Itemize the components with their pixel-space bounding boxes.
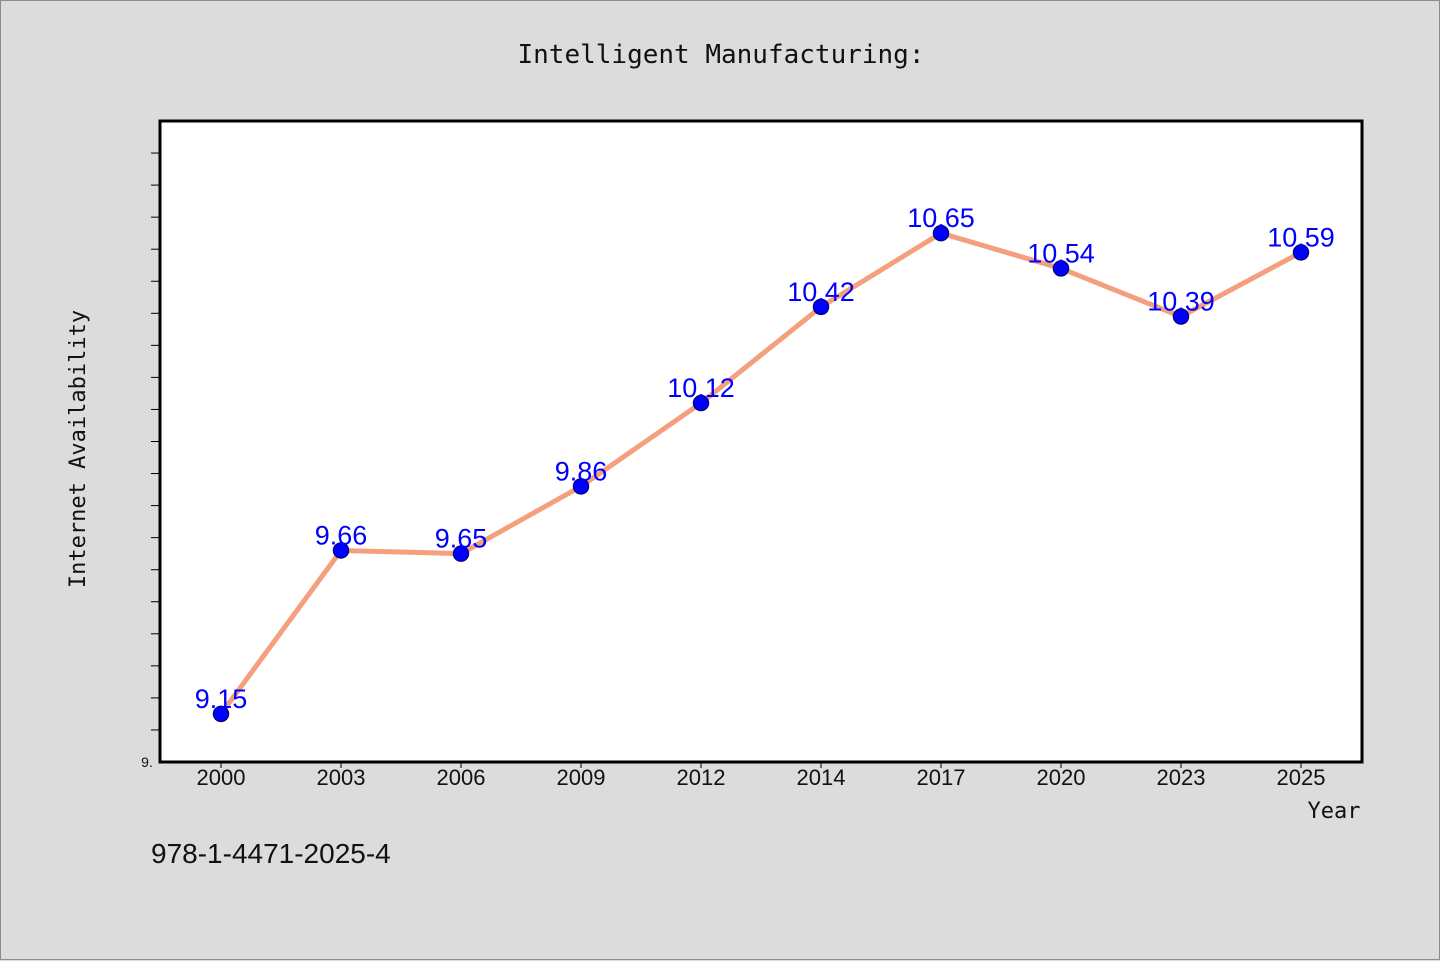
- data-point: [812, 298, 830, 316]
- data-point: [1052, 260, 1070, 277]
- x-axis-ticks: 2000 2003 2006 2009 2012 2014 2017 2020 2023 2025: [197, 762, 1326, 790]
- data-point: [932, 224, 950, 242]
- data-label: 10.59: [1267, 222, 1335, 252]
- data-point: [1172, 308, 1190, 325]
- series-group: [218, 230, 1304, 717]
- series-line: [218, 230, 1304, 717]
- data-point: [332, 542, 350, 559]
- y-axis-label: Internet Availability: [66, 310, 91, 588]
- x-tick-label: 2012: [677, 765, 726, 790]
- data-label: 9.66: [315, 520, 368, 550]
- data-point: [1292, 244, 1310, 261]
- data-label: 10.39: [1147, 287, 1215, 317]
- x-tick-label: 2009: [557, 765, 606, 790]
- data-labels-group: 9.15 9.66 9.65 9.86 10.12 10.42 10.65 10.54 10.3…: [195, 203, 1335, 714]
- data-point: [572, 478, 590, 495]
- x-tick-label: 2023: [1157, 765, 1206, 790]
- data-point: [692, 394, 710, 412]
- data-label: 10.12: [667, 373, 735, 403]
- data-label: 10.54: [1027, 238, 1095, 268]
- markers-group: [212, 224, 1310, 723]
- footnote-isbn: 978-1-4471-2025-4: [151, 838, 391, 869]
- data-label: 9.86: [555, 456, 608, 486]
- y-tick-label: 9.: [141, 754, 153, 770]
- data-label: 9.65: [435, 524, 488, 554]
- data-label: 10.42: [787, 277, 855, 307]
- x-tick-label: 2006: [437, 765, 486, 790]
- x-tick-label: 2017: [917, 765, 966, 790]
- chart-title: Intelligent Manufacturing:: [518, 40, 925, 70]
- data-point: [452, 545, 470, 562]
- x-tick-label: 2000: [197, 765, 246, 790]
- x-tick-label: 2014: [797, 765, 846, 790]
- x-tick-label: 2020: [1037, 765, 1086, 790]
- plot-area: [158, 119, 1364, 764]
- data-point: [212, 705, 230, 723]
- data-label: 9.15: [195, 684, 248, 714]
- x-axis-label: Year: [1308, 799, 1361, 824]
- x-tick-label: 2003: [317, 765, 366, 790]
- x-tick-label: 2025: [1277, 765, 1326, 790]
- data-label: 10.65: [907, 203, 975, 233]
- y-axis-ticks: [151, 152, 160, 731]
